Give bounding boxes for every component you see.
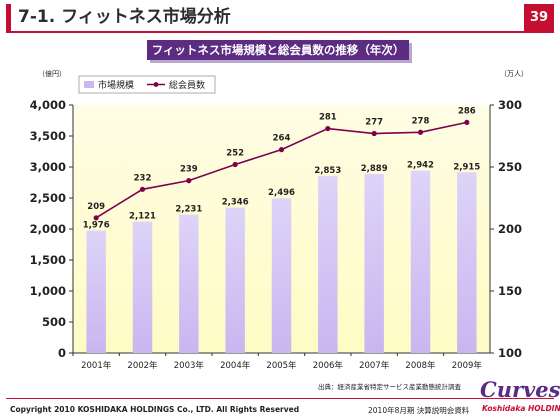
bar (225, 207, 245, 353)
left-tick-label: 3,000 (30, 160, 66, 174)
legend-line-marker (153, 82, 159, 87)
left-axis-unit: （億円） (38, 69, 66, 78)
line-value-label: 281 (319, 113, 337, 123)
legend-bar-swatch (84, 81, 94, 88)
bar-value-label: 2,231 (175, 205, 202, 215)
slide-header: 7-1. フィットネス市場分析 39 (0, 0, 560, 36)
legend-line-label: 総会員数 (169, 79, 205, 91)
left-tick-label: 2,000 (30, 222, 66, 236)
right-tick-label: 100 (498, 346, 522, 360)
bar-value-label: 2,346 (222, 198, 249, 208)
left-tick-label: 3,500 (30, 129, 66, 143)
line-value-label: 232 (134, 173, 152, 183)
company-logo: Curves Koshidaka HOLDINGS (480, 377, 560, 418)
line-value-label: 252 (226, 149, 244, 159)
bar-value-label: 2,496 (268, 188, 295, 198)
x-tick-label: 2006年 (313, 360, 344, 371)
curves-logo-text: Curves (480, 377, 560, 402)
line-point (464, 119, 470, 125)
koshidaka-logo-text: Koshidaka HOLDINGS (482, 404, 560, 413)
bar-value-label: 2,915 (453, 162, 480, 172)
line-point (278, 147, 285, 153)
right-axis-unit: （万人） (500, 70, 528, 78)
line-value-label: 277 (365, 118, 383, 128)
x-tick-label: 2002年 (127, 360, 158, 371)
line-point (232, 161, 238, 168)
page-number: 39 (524, 4, 554, 31)
right-tick-label: 200 (498, 222, 522, 236)
bar-value-label: 2,121 (129, 211, 156, 221)
x-tick-label: 2007年 (359, 360, 390, 371)
bar-value-label: 2,889 (361, 164, 388, 174)
line-value-label: 239 (180, 165, 198, 175)
header-accent-bar (6, 4, 11, 31)
legend-bar-label: 市場規模 (98, 79, 134, 91)
bar (86, 230, 106, 353)
bar (132, 221, 153, 353)
line-point (186, 178, 192, 184)
left-tick-label: 1,000 (30, 284, 66, 298)
line-point (139, 186, 146, 192)
left-tick-label: 500 (42, 315, 66, 329)
x-tick-label: 2008年 (405, 360, 436, 371)
right-tick-label: 150 (498, 284, 522, 298)
x-tick-label: 2004年 (220, 360, 251, 371)
line-value-label: 209 (87, 202, 105, 212)
bar (271, 198, 292, 353)
line-point (417, 129, 424, 135)
document-label: 2010年8月期 決算説明会資料 (368, 406, 470, 415)
bar-value-label: 2,942 (407, 161, 434, 171)
left-tick-label: 2,500 (30, 191, 66, 205)
line-point (93, 215, 99, 221)
left-tick-label: 1,500 (30, 253, 66, 267)
page-title: 7-1. フィットネス市場分析 (18, 7, 231, 27)
bar (318, 176, 338, 353)
x-tick-label: 2009年 (452, 360, 483, 371)
bar-value-label: 1,976 (83, 220, 110, 230)
right-tick-label: 250 (498, 160, 522, 174)
line-point (371, 130, 377, 137)
source-note: 出典：経済産業省特定サービス産業動態統計調査 (318, 383, 461, 391)
bar (410, 170, 431, 353)
left-tick-label: 4,000 (30, 98, 66, 112)
x-tick-label: 2003年 (174, 360, 205, 371)
bar (179, 214, 199, 353)
header-divider (6, 31, 554, 33)
bar (457, 172, 477, 353)
left-tick-label: 0 (58, 346, 66, 360)
line-value-label: 264 (273, 134, 291, 144)
bar-value-label: 2,853 (314, 166, 341, 176)
right-tick-label: 300 (498, 98, 522, 112)
line-point (325, 125, 331, 132)
line-value-label: 286 (458, 106, 476, 116)
footer-divider (6, 398, 554, 399)
bar (364, 173, 384, 353)
x-tick-label: 2005年 (266, 360, 297, 371)
x-tick-label: 2001年 (81, 360, 112, 371)
line-value-label: 278 (412, 116, 430, 126)
copyright-text: Copyright 2010 KOSHIDAKA HOLDINGS Co., L… (10, 405, 300, 414)
chart-title: フィットネス市場規模と総会員数の推移（年次） (147, 40, 409, 60)
